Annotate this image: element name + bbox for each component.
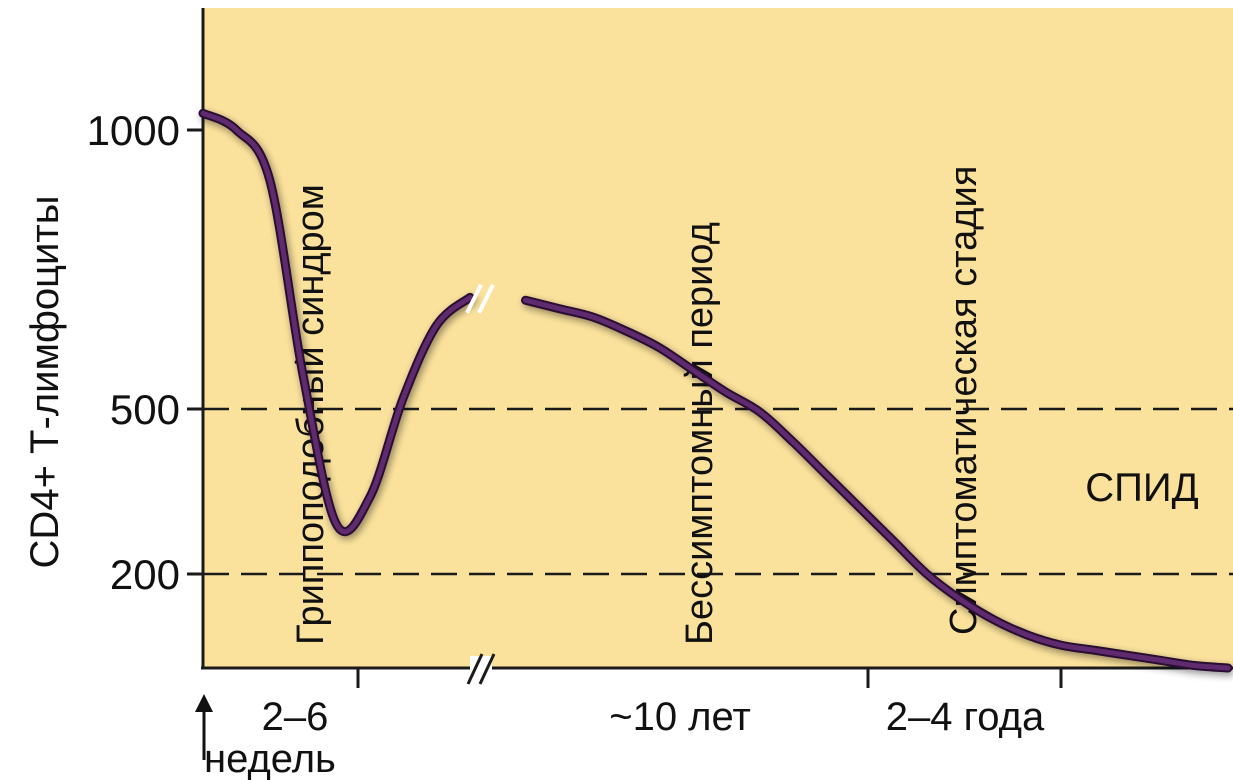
curve-break xyxy=(465,283,495,314)
y-axis-label: CD4+ Т-лимфоциты xyxy=(23,196,67,569)
curve-segment-1 xyxy=(200,110,473,535)
phase-label-asymptomatic: Бессимптомный период xyxy=(679,222,721,645)
y-tick-label-1000: 1000 xyxy=(87,107,180,154)
aids-region-label: СПИД xyxy=(1085,466,1198,510)
plot-background xyxy=(203,8,1233,668)
x-start-label-weeks: недель xyxy=(204,737,336,780)
phase-label-symptomatic: Симптоматическая стадия xyxy=(943,166,985,635)
cd4-curve xyxy=(198,108,1233,673)
x-axis-break xyxy=(466,653,496,685)
y-tick-label-500: 500 xyxy=(110,386,180,433)
y-tick-label-200: 200 xyxy=(110,551,180,598)
x-tick-label-10-years: ~10 лет xyxy=(609,695,751,739)
infection-arrow-icon xyxy=(195,694,213,760)
x-tick-label-2-4-years: 2–4 года xyxy=(886,695,1045,739)
x-tick-label-2-6: 2–6 xyxy=(262,695,329,739)
curve-segment-2 xyxy=(523,297,1231,671)
